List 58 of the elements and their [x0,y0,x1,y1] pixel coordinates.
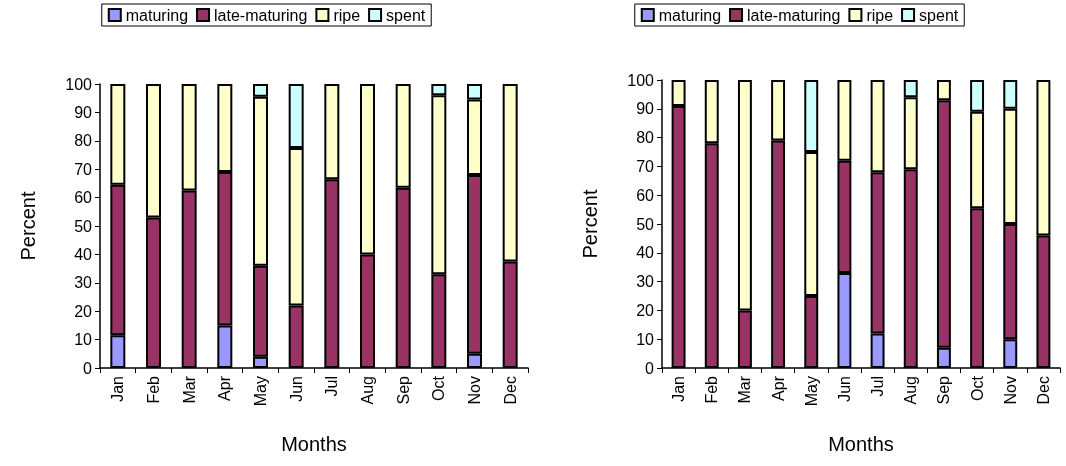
legend-label: late-maturing [747,6,841,24]
y-tick-label: 50 [636,215,655,233]
y-tick-label: 70 [636,157,655,175]
y-tick-label: 90 [74,103,93,121]
legend-label: late-maturing [214,6,308,24]
x-tick-label: Dec [501,376,519,405]
x-tick-label: Sep [935,375,953,405]
y-axis-title: Percent [579,189,601,259]
x-tick-label: Dec [1034,376,1052,405]
legend-label: spent [386,6,426,24]
x-tick-label: Jan [670,376,688,402]
y-tick-label: 80 [636,129,655,147]
x-tick-label: Nov [1001,376,1019,405]
legend-label: maturing [658,6,722,24]
x-tick-label: Sep [394,375,412,405]
x-tick-label: May [252,376,269,407]
legend-label: ripe [333,6,361,24]
x-tick-label: Jun [835,376,853,402]
x-tick-label: Mar [180,375,198,404]
y-tick-label: 0 [83,359,93,377]
x-tick-label: Nov [466,376,483,405]
x-tick-label: May [802,376,820,407]
y-tick-label: 10 [74,331,93,349]
y-tick-label: 10 [636,330,655,348]
y-tick-label: 30 [74,274,93,292]
y-tick-label: 50 [74,217,93,235]
y-tick-label: 30 [636,273,655,291]
x-tick-label: Apr [216,375,234,401]
y-tick-label: 80 [74,132,93,150]
x-tick-label: Aug [359,376,376,405]
x-tick-label: Oct [968,375,986,401]
y-tick-label: 0 [645,359,655,377]
y-tick-label: 60 [74,189,93,207]
x-tick-label: Apr [769,375,787,401]
y-tick-label: 40 [636,244,655,262]
y-tick-label: 100 [627,71,655,89]
y-tick-label: 40 [74,245,93,263]
y-tick-label: 70 [74,160,93,178]
x-axis-title: Months [281,433,347,455]
x-tick-label: Aug [902,376,920,405]
y-tick-label: 20 [636,301,655,319]
y-tick-label: 90 [636,100,655,118]
legend-label: maturing [125,6,189,24]
x-tick-label: Feb [145,375,162,404]
y-axis-title: Percent [17,191,39,261]
x-tick-label: Feb [703,375,721,404]
x-tick-label: Oct [430,375,448,401]
y-tick-label: 100 [65,75,93,93]
x-tick-label: Jan [109,376,127,402]
legend-label: spent [919,6,959,24]
x-axis-title: Months [828,433,894,455]
legend-label: ripe [866,6,894,24]
y-tick-label: 20 [74,302,93,320]
x-tick-label: Jul [323,376,341,397]
x-tick-label: Mar [736,375,754,404]
x-tick-label: Jun [287,376,305,402]
y-tick-label: 60 [636,186,655,204]
x-tick-label: Jul [869,376,887,397]
